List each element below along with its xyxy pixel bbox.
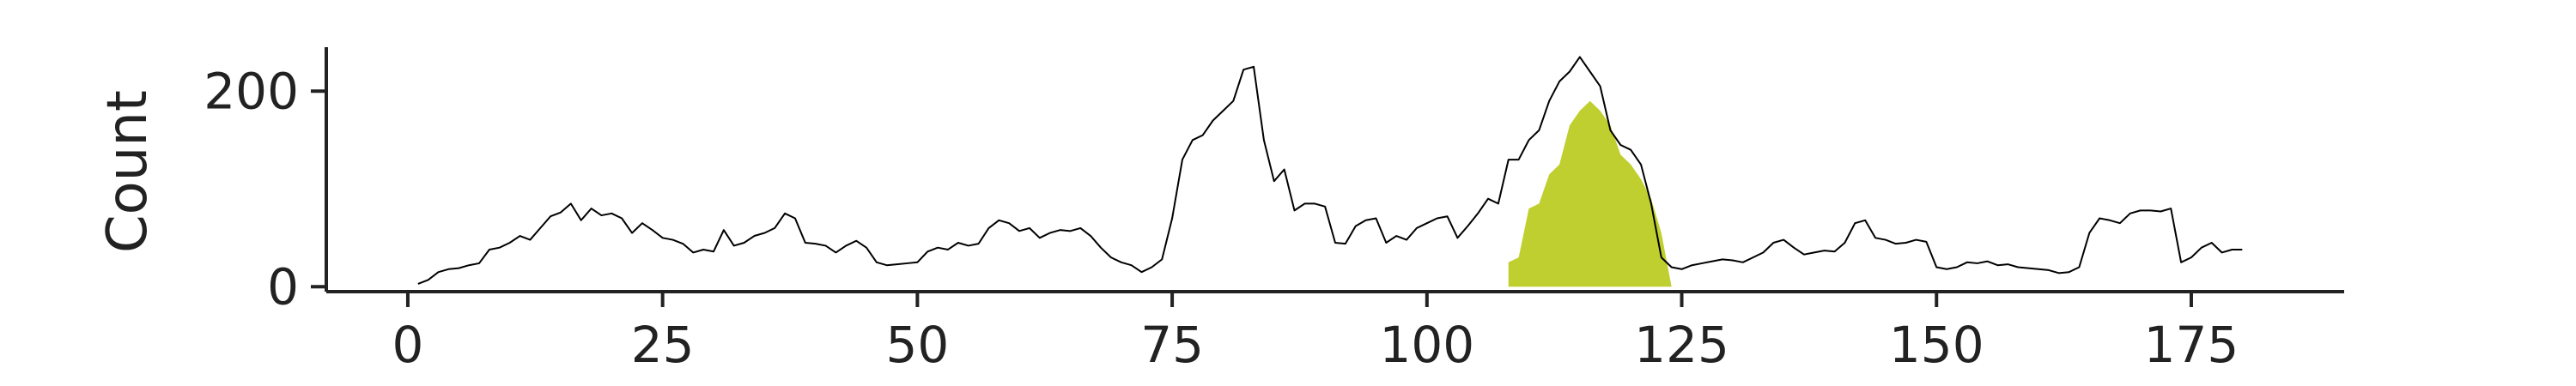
x-tick-label: 25 [631,316,695,374]
x-tick-label: 175 [2144,316,2239,374]
y-tick-label: 0 [267,257,299,316]
x-tick-label: 50 [885,316,949,374]
line-series-layer [417,56,2243,285]
x-tick-label: 0 [392,316,423,374]
y-axis-ticks: 0 200 [204,62,326,316]
x-tick-label: 125 [1634,316,1729,374]
area-series-1 [1508,100,1672,287]
x-axis-ticks: 0 25 50 75 100 125 150 175 [392,292,2239,374]
line-series-0 [417,56,2243,285]
x-tick-label: 75 [1140,316,1204,374]
y-axis-title: Count [96,90,160,253]
x-tick-label: 100 [1379,316,1474,374]
x-tick-label: 150 [1889,316,1984,374]
area-series-layer [1508,100,1672,287]
y-tick-label: 200 [204,62,299,120]
